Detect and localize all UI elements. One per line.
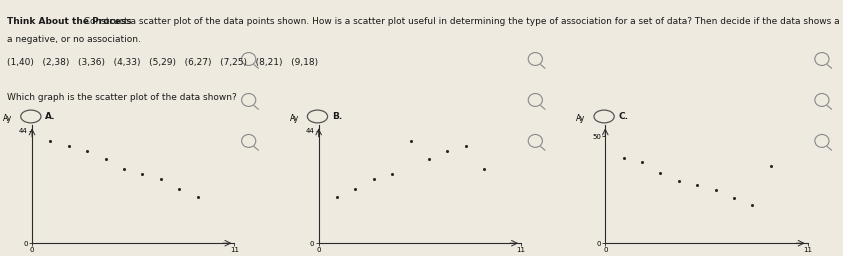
Text: Which graph is the scatter plot of the data shown?: Which graph is the scatter plot of the d… [7,93,237,102]
Point [80,149,94,153]
Text: Think About the Process: Think About the Process [7,17,132,26]
Point [385,172,399,176]
X-axis label: x: x [131,255,136,256]
Point [441,149,454,153]
Point [191,195,204,199]
Point [459,144,473,148]
Point [62,144,76,148]
Point [330,195,344,199]
Point [422,157,436,161]
X-axis label: x: x [417,255,422,256]
Point [404,139,417,143]
Text: Construct a scatter plot of the data points shown. How is a scatter plot useful : Construct a scatter plot of the data poi… [78,17,843,26]
Point [117,167,131,171]
Text: A.: A. [45,112,56,121]
Point [349,187,362,191]
Point [653,170,667,175]
Point [173,187,186,191]
X-axis label: x: x [704,255,709,256]
Point [477,167,491,171]
Text: C.: C. [618,112,628,121]
Point [690,183,704,187]
Point [709,188,722,192]
Y-axis label: Ay: Ay [577,114,586,123]
Point [99,157,112,161]
Point [617,155,631,159]
Point [764,164,777,168]
Point [672,179,685,183]
Y-axis label: Ay: Ay [290,114,299,123]
Point [746,202,760,207]
Text: a negative, or no association.: a negative, or no association. [7,35,141,44]
Point [44,139,57,143]
Point [367,177,380,181]
Text: (1,40)   (2,38)   (3,36)   (4,33)   (5,29)   (6,27)   (7,25)   (8,21)   (9,18): (1,40) (2,38) (3,36) (4,33) (5,29) (6,27… [7,58,318,67]
Text: B.: B. [331,112,342,121]
Point [636,160,649,164]
Y-axis label: Ay: Ay [3,114,13,123]
Point [728,196,741,200]
Point [154,177,168,181]
Point [136,172,149,176]
